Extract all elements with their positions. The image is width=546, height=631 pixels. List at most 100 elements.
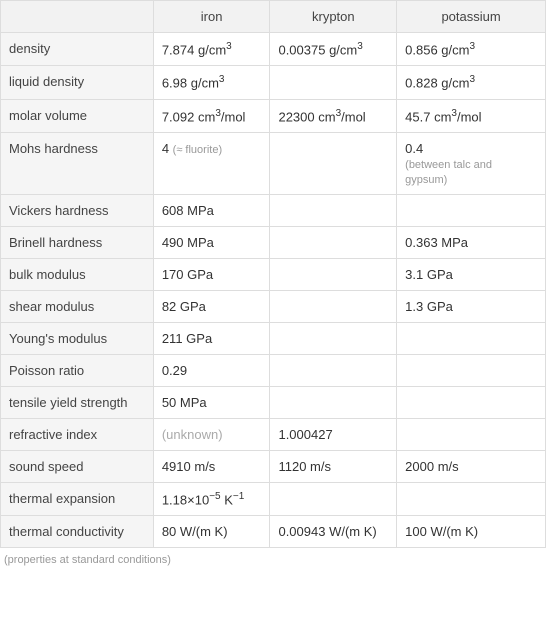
value: 22300 cm	[278, 109, 335, 124]
cell-krypton	[270, 258, 397, 290]
cell-iron: (unknown)	[153, 418, 270, 450]
cell-krypton	[270, 194, 397, 226]
cell-iron: 82 GPa	[153, 290, 270, 322]
value-unknown: (unknown)	[162, 427, 223, 442]
table-row: refractive index (unknown) 1.000427	[1, 418, 546, 450]
cell-iron: 80 W/(m K)	[153, 516, 270, 548]
cell-potassium: 3.1 GPa	[397, 258, 546, 290]
cell-potassium	[397, 194, 546, 226]
row-label: Mohs hardness	[1, 132, 154, 194]
value-note: (between talc and gypsum)	[405, 159, 492, 186]
row-label: Young's modulus	[1, 322, 154, 354]
cell-krypton	[270, 226, 397, 258]
table-row: Poisson ratio 0.29	[1, 354, 546, 386]
row-label: bulk modulus	[1, 258, 154, 290]
superscript: 3	[469, 74, 475, 85]
cell-krypton: 1.000427	[270, 418, 397, 450]
cell-krypton: 1120 m/s	[270, 450, 397, 482]
row-label: shear modulus	[1, 290, 154, 322]
cell-potassium: 2000 m/s	[397, 450, 546, 482]
cell-iron: 4 (≈ fluorite)	[153, 132, 270, 194]
properties-table: iron krypton potassium density 7.874 g/c…	[0, 0, 546, 548]
table-row: Mohs hardness 4 (≈ fluorite) 0.4 (between…	[1, 132, 546, 194]
cell-iron: 490 MPa	[153, 226, 270, 258]
cell-iron: 7.874 g/cm3	[153, 33, 270, 66]
table-row: density 7.874 g/cm3 0.00375 g/cm3 0.856 …	[1, 33, 546, 66]
header-blank	[1, 1, 154, 33]
superscript: 3	[226, 41, 232, 52]
value: 7.092 cm	[162, 109, 215, 124]
cell-potassium	[397, 386, 546, 418]
footnote: (properties at standard conditions)	[0, 548, 546, 572]
cell-krypton	[270, 386, 397, 418]
table-row: molar volume 7.092 cm3/mol 22300 cm3/mol…	[1, 99, 546, 132]
cell-krypton: 0.00375 g/cm3	[270, 33, 397, 66]
cell-krypton	[270, 354, 397, 386]
value-suffix: K	[221, 492, 233, 507]
value-suffix: /mol	[457, 109, 482, 124]
superscript: 3	[357, 41, 363, 52]
row-label: molar volume	[1, 99, 154, 132]
row-label: liquid density	[1, 66, 154, 99]
cell-krypton	[270, 132, 397, 194]
cell-potassium: 0.4 (between talc and gypsum)	[397, 132, 546, 194]
table-row: shear modulus 82 GPa 1.3 GPa	[1, 290, 546, 322]
table-row: thermal conductivity 80 W/(m K) 0.00943 …	[1, 516, 546, 548]
value: 0.856 g/cm	[405, 42, 469, 57]
cell-iron: 6.98 g/cm3	[153, 66, 270, 99]
header-iron: iron	[153, 1, 270, 33]
cell-potassium: 0.828 g/cm3	[397, 66, 546, 99]
cell-potassium	[397, 322, 546, 354]
cell-potassium: 0.856 g/cm3	[397, 33, 546, 66]
row-label: Vickers hardness	[1, 194, 154, 226]
superscript: −1	[233, 491, 244, 502]
row-label: density	[1, 33, 154, 66]
cell-krypton: 22300 cm3/mol	[270, 99, 397, 132]
cell-potassium: 45.7 cm3/mol	[397, 99, 546, 132]
cell-potassium: 1.3 GPa	[397, 290, 546, 322]
table-row: Vickers hardness 608 MPa	[1, 194, 546, 226]
table-row: liquid density 6.98 g/cm3 0.828 g/cm3	[1, 66, 546, 99]
value: 1.18×10	[162, 492, 209, 507]
cell-krypton: 0.00943 W/(m K)	[270, 516, 397, 548]
superscript: 3	[219, 74, 225, 85]
row-label: refractive index	[1, 418, 154, 450]
cell-krypton	[270, 482, 397, 515]
cell-potassium	[397, 418, 546, 450]
value: 7.874 g/cm	[162, 42, 226, 57]
cell-potassium	[397, 354, 546, 386]
cell-potassium: 0.363 MPa	[397, 226, 546, 258]
table-row: tensile yield strength 50 MPa	[1, 386, 546, 418]
row-label: tensile yield strength	[1, 386, 154, 418]
cell-iron: 211 GPa	[153, 322, 270, 354]
cell-krypton	[270, 66, 397, 99]
cell-iron: 170 GPa	[153, 258, 270, 290]
row-label: thermal expansion	[1, 482, 154, 515]
row-label: thermal conductivity	[1, 516, 154, 548]
cell-krypton	[270, 290, 397, 322]
cell-krypton	[270, 322, 397, 354]
table-row: bulk modulus 170 GPa 3.1 GPa	[1, 258, 546, 290]
header-row: iron krypton potassium	[1, 1, 546, 33]
header-potassium: potassium	[397, 1, 546, 33]
row-label: Brinell hardness	[1, 226, 154, 258]
value: 0.00375 g/cm	[278, 42, 357, 57]
value: 0.4	[405, 141, 423, 156]
value: 45.7 cm	[405, 109, 451, 124]
value: 6.98 g/cm	[162, 76, 219, 91]
value-suffix: /mol	[221, 109, 246, 124]
value-note: (≈ fluorite)	[173, 144, 222, 156]
cell-iron: 1.18×10−5 K−1	[153, 482, 270, 515]
table-row: thermal expansion 1.18×10−5 K−1	[1, 482, 546, 515]
superscript: −5	[209, 491, 220, 502]
cell-potassium: 100 W/(m K)	[397, 516, 546, 548]
header-krypton: krypton	[270, 1, 397, 33]
superscript: 3	[469, 41, 475, 52]
cell-iron: 7.092 cm3/mol	[153, 99, 270, 132]
cell-potassium	[397, 482, 546, 515]
table-row: Brinell hardness 490 MPa 0.363 MPa	[1, 226, 546, 258]
row-label: sound speed	[1, 450, 154, 482]
cell-iron: 608 MPa	[153, 194, 270, 226]
cell-iron: 4910 m/s	[153, 450, 270, 482]
row-label: Poisson ratio	[1, 354, 154, 386]
